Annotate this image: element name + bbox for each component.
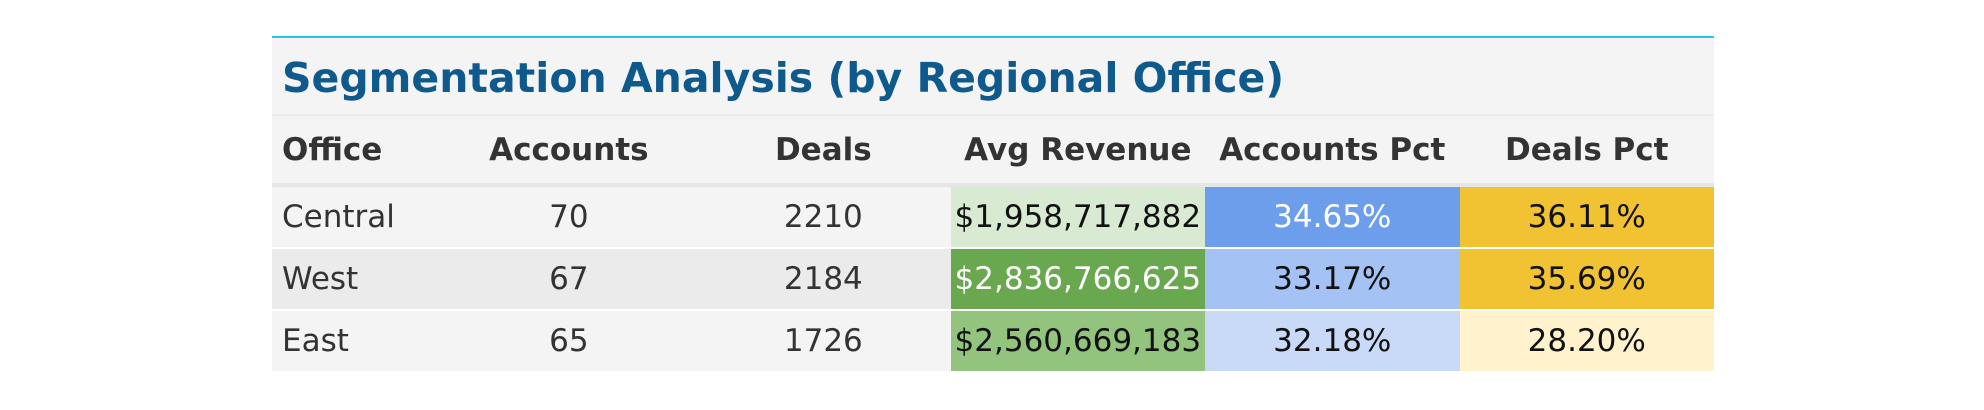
table-row: West 67 2184 $2,836,766,625 33.17% 35.69… <box>272 248 1714 311</box>
segmentation-table: Office Accounts Deals Avg Revenue Accoun… <box>272 116 1714 373</box>
accounts-cell: 65 <box>441 310 697 373</box>
deals-cell: 2184 <box>696 248 951 311</box>
column-header-avg-revenue: Avg Revenue <box>950 116 1206 187</box>
deals-cell: 2210 <box>696 185 951 249</box>
accounts-pct-cell: 33.17% <box>1205 248 1460 311</box>
table-row: East 65 1726 $2,560,669,183 32.18% 28.20… <box>272 310 1714 373</box>
column-header-accounts: Accounts <box>441 116 697 187</box>
avg-revenue-cell: $1,958,717,882 <box>950 185 1206 249</box>
table-title: Segmentation Analysis (by Regional Offic… <box>272 38 1714 116</box>
deals-cell: 1726 <box>696 310 951 373</box>
accounts-cell: 70 <box>441 185 697 249</box>
column-header-deals: Deals <box>696 116 951 187</box>
accounts-pct-cell: 34.65% <box>1205 185 1460 249</box>
deals-pct-cell: 28.20% <box>1459 310 1714 373</box>
accounts-pct-cell: 32.18% <box>1205 310 1460 373</box>
accounts-cell: 67 <box>441 248 697 311</box>
column-header-accounts-pct: Accounts Pct <box>1205 116 1460 187</box>
deals-pct-cell: 36.11% <box>1459 185 1714 249</box>
column-header-deals-pct: Deals Pct <box>1459 116 1714 187</box>
avg-revenue-cell: $2,560,669,183 <box>950 310 1206 373</box>
header-row: Office Accounts Deals Avg Revenue Accoun… <box>272 116 1714 187</box>
avg-revenue-cell: $2,836,766,625 <box>950 248 1206 311</box>
table-row: Central 70 2210 $1,958,717,882 34.65% 36… <box>272 185 1714 249</box>
column-header-office: Office <box>272 116 442 187</box>
office-cell: West <box>272 248 442 311</box>
office-cell: Central <box>272 185 442 249</box>
office-cell: East <box>272 310 442 373</box>
deals-pct-cell: 35.69% <box>1459 248 1714 311</box>
segmentation-table-card: Segmentation Analysis (by Regional Offic… <box>272 36 1714 373</box>
